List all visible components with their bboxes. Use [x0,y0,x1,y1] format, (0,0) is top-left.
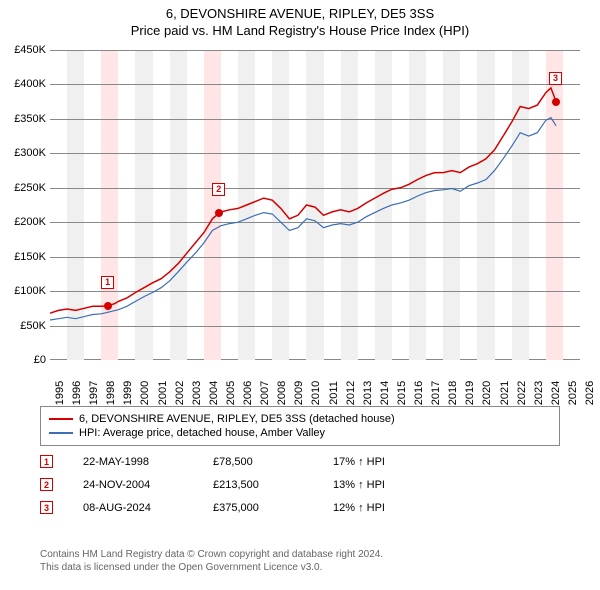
transaction-row: 3 08-AUG-2024 £375,000 12% ↑ HPI [40,496,560,519]
transactions-table: 1 22-MAY-1998 £78,500 17% ↑ HPI 2 24-NOV-2004… [40,450,560,519]
x-tick-label: 2026 [584,381,596,405]
x-tick-label: 2025 [567,381,579,405]
x-tick-label: 2010 [310,381,322,405]
marker-badge: 3 [549,72,562,85]
legend-row: HPI: Average price, detached house, Ambe… [49,426,551,440]
x-tick-label: 2003 [191,381,203,405]
data-point-marker [552,98,560,106]
x-tick-label: 2019 [464,381,476,405]
y-tick-label: £250K [0,182,46,194]
transaction-date: 24-NOV-2004 [83,479,183,491]
footer-line-1: Contains HM Land Registry data © Crown c… [40,548,383,561]
x-tick-label: 2016 [413,381,425,405]
y-tick-label: £300K [0,147,46,159]
y-tick-label: £200K [0,216,46,228]
x-tick-label: 2009 [293,381,305,405]
x-tick-label: 2013 [362,381,374,405]
x-tick-label: 1998 [105,381,117,405]
transaction-row: 1 22-MAY-1998 £78,500 17% ↑ HPI [40,450,560,473]
x-tick-label: 2022 [516,381,528,405]
x-tick-label: 1999 [122,381,134,405]
x-tick-label: 2007 [259,381,271,405]
y-tick-label: £450K [0,44,46,56]
y-tick-label: £50K [0,320,46,332]
legend-row: 6, DEVONSHIRE AVENUE, RIPLEY, DE5 3SS (d… [49,412,551,426]
transaction-marker-badge: 2 [40,478,53,491]
y-tick-label: £400K [0,78,46,90]
x-tick-label: 2000 [139,381,151,405]
x-tick-label: 2011 [328,381,340,405]
y-tick-label: £100K [0,285,46,297]
x-tick-label: 2002 [174,381,186,405]
x-tick-label: 2005 [225,381,237,405]
x-tick-label: 2004 [208,381,220,405]
data-point-marker [215,209,223,217]
chart-subtitle: Price paid vs. HM Land Registry's House … [0,21,600,38]
data-point-marker [104,302,112,310]
legend-label: 6, DEVONSHIRE AVENUE, RIPLEY, DE5 3SS (d… [79,413,395,425]
transaction-marker-badge: 3 [40,501,53,514]
transaction-date: 22-MAY-1998 [83,456,183,468]
y-tick-label: £350K [0,113,46,125]
legend: 6, DEVONSHIRE AVENUE, RIPLEY, DE5 3SS (d… [40,406,560,446]
transaction-price: £375,000 [213,502,303,514]
transaction-pct: 17% ↑ HPI [333,456,453,468]
x-tick-label: 2015 [396,381,408,405]
transaction-price: £78,500 [213,456,303,468]
series-line [50,88,556,313]
transaction-date: 08-AUG-2024 [83,502,183,514]
x-tick-label: 2008 [276,381,288,405]
x-tick-label: 2021 [499,381,511,405]
transaction-pct: 13% ↑ HPI [333,479,453,491]
transaction-row: 2 24-NOV-2004 £213,500 13% ↑ HPI [40,473,560,496]
marker-badge: 2 [212,183,225,196]
x-tick-label: 2020 [481,381,493,405]
transaction-pct: 12% ↑ HPI [333,502,453,514]
x-tick-label: 2001 [157,381,169,405]
marker-badge: 1 [101,276,114,289]
transaction-marker-badge: 1 [40,455,53,468]
footer-text: Contains HM Land Registry data © Crown c… [40,548,383,574]
x-tick-label: 1997 [88,381,100,405]
transaction-price: £213,500 [213,479,303,491]
x-tick-label: 2017 [430,381,442,405]
line-series [50,50,580,360]
footer-line-2: This data is licensed under the Open Gov… [40,561,383,574]
y-tick-label: £0 [0,354,46,366]
chart-title: 6, DEVONSHIRE AVENUE, RIPLEY, DE5 3SS [0,0,600,21]
y-tick-label: £150K [0,251,46,263]
legend-label: HPI: Average price, detached house, Ambe… [79,427,325,439]
x-tick-label: 2018 [447,381,459,405]
chart-container: 6, DEVONSHIRE AVENUE, RIPLEY, DE5 3SS Pr… [0,0,600,590]
x-tick-label: 2024 [550,381,562,405]
x-tick-label: 2014 [379,381,391,405]
x-tick-label: 1996 [71,381,83,405]
x-axis-labels: 1995199619971998199920002001200220032004… [50,360,580,400]
x-tick-label: 2006 [242,381,254,405]
x-tick-label: 1995 [54,381,66,405]
x-tick-label: 2023 [533,381,545,405]
series-line [50,118,556,321]
x-tick-label: 2012 [345,381,357,405]
plot-area: 1 2 3 [50,50,580,360]
